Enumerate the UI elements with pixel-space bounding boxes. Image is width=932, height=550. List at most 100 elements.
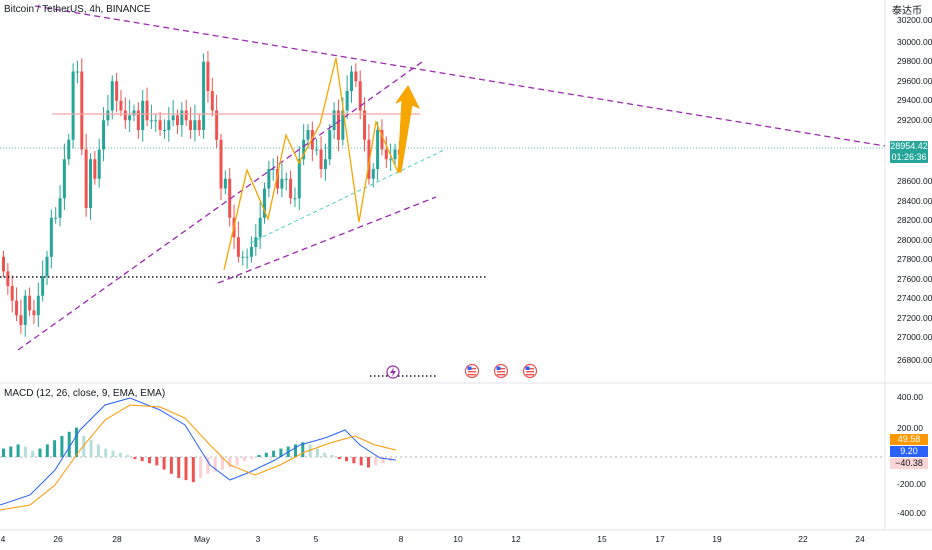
candle-body (41, 276, 45, 296)
lightning-event-icon[interactable] (386, 365, 400, 379)
candle-body (336, 110, 340, 140)
candle-body (280, 178, 284, 189)
candle-body (2, 256, 5, 272)
candle-body (115, 81, 119, 101)
candle-body (141, 100, 145, 130)
candle-body (315, 149, 319, 151)
candle-body (36, 295, 40, 316)
candle-body (106, 110, 110, 121)
candle-body (202, 61, 206, 130)
time-tick: 26 (53, 534, 63, 544)
ascending-trendline-upper[interactable] (17, 61, 423, 351)
channel-midline[interactable] (249, 149, 445, 244)
candle-body (15, 300, 19, 316)
candle-body (62, 159, 66, 199)
elliott-wave-pattern[interactable] (223, 57, 413, 271)
macd-indicator-label[interactable]: MACD (12, 26, close, 9, EMA, EMA) (4, 388, 166, 399)
candle-body (289, 178, 293, 199)
price-tick: 29200.00 (897, 115, 932, 125)
histogram-bar (89, 440, 93, 457)
histogram-bar (140, 457, 144, 462)
candle-body (180, 110, 184, 126)
candle-body (128, 115, 132, 121)
price-tick: 30000.00 (897, 37, 932, 47)
candle-body (197, 120, 201, 130)
histogram-bar (9, 446, 13, 457)
time-tick: 5 (314, 534, 319, 544)
histogram-value-badge: −40.38 (890, 458, 928, 469)
candle-body (241, 256, 245, 258)
candle-body (215, 110, 219, 140)
candle-body (154, 120, 158, 122)
price-tick: 27200.00 (897, 313, 932, 323)
price-tick: 29400.00 (897, 95, 932, 105)
time-tick: 8 (399, 534, 404, 544)
histogram-bar (315, 448, 319, 457)
descending-trendline[interactable] (34, 5, 886, 147)
candle-body (119, 100, 123, 111)
us-flag-event-icon[interactable] (464, 363, 480, 379)
candle-body (171, 115, 175, 121)
candle-body (54, 217, 58, 219)
candlestick-series (2, 51, 401, 337)
histogram-bar (67, 431, 71, 457)
histogram-bar (272, 450, 276, 457)
histogram-bar (279, 448, 283, 457)
candle-body (393, 149, 397, 160)
price-tick: 27400.00 (897, 293, 932, 303)
price-tick: 28600.00 (897, 176, 932, 186)
candle-body (149, 120, 153, 122)
histogram-bar (45, 444, 49, 457)
time-tick: 24 (855, 534, 865, 544)
signal-value-badge: 49.58 (890, 434, 928, 445)
price-tick: 27800.00 (897, 254, 932, 264)
histogram-bar (242, 457, 246, 462)
breakout-arrow[interactable] (395, 85, 421, 173)
candle-body (363, 110, 367, 140)
candle-countdown: 01:26:36 (891, 152, 927, 162)
histogram-bar (96, 444, 100, 457)
candle-body (323, 159, 327, 169)
price-tick: 28000.00 (897, 235, 932, 245)
candle-body (136, 110, 140, 130)
candle-body (58, 198, 62, 218)
histogram-bar (257, 454, 261, 457)
candle-body (302, 139, 306, 160)
histogram-bar (111, 450, 115, 457)
candle-body (228, 178, 232, 218)
macd-tick: -200.00 (897, 479, 926, 489)
histogram-bar (60, 436, 64, 457)
candle-body (367, 139, 371, 179)
candle-body (267, 169, 271, 189)
candle-body (89, 159, 92, 208)
candle-body (223, 178, 227, 189)
price-tick: 27600.00 (897, 274, 932, 284)
candle-body (380, 130, 384, 150)
candle-body (71, 71, 75, 140)
histogram-bar (221, 457, 224, 470)
histogram-bar (352, 457, 356, 464)
symbol-title[interactable]: Bitcoin / TetherUS, 4h, BINANCE (4, 4, 151, 15)
candle-body (97, 149, 101, 179)
candle-body (10, 286, 14, 301)
ascending-trendline-lower[interactable] (217, 196, 437, 284)
candle-body (32, 310, 36, 316)
currency-watermark: 泰达币 (892, 6, 922, 17)
candle-body (345, 91, 349, 111)
candle-body (193, 120, 197, 130)
histogram-bar (213, 457, 217, 472)
price-tick: 26800.00 (897, 355, 932, 365)
candle-body (236, 237, 240, 257)
us-flag-event-icon[interactable] (493, 363, 509, 379)
histogram-bar (155, 457, 159, 466)
histogram-bar (308, 444, 312, 457)
macd-value-badge: 9.20 (890, 446, 928, 457)
histogram-bar (126, 454, 130, 457)
histogram-bar (323, 452, 327, 457)
candle-body (176, 115, 179, 126)
us-flag-event-icon[interactable] (522, 363, 538, 379)
candle-body (371, 169, 375, 179)
candle-body (254, 237, 258, 247)
candle-body (354, 71, 358, 82)
